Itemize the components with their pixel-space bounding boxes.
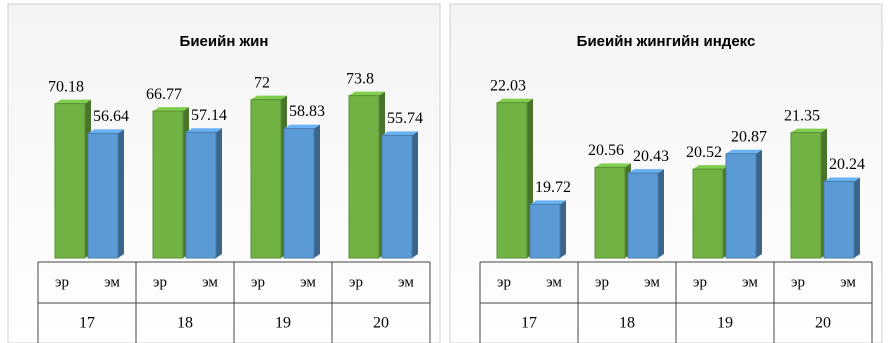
bar-side — [118, 129, 124, 258]
value-label: 22.03 — [490, 77, 526, 94]
category-label: эм — [398, 274, 414, 290]
bar — [283, 128, 315, 259]
bar-top — [726, 149, 762, 154]
bar-top — [693, 165, 729, 170]
bar — [185, 131, 217, 259]
value-label: 57.14 — [191, 107, 227, 124]
bar — [152, 110, 184, 259]
bar-side — [658, 169, 664, 258]
group-label: 20 — [815, 315, 831, 332]
group-label: 19 — [717, 315, 733, 332]
bar — [87, 132, 119, 259]
category-label: эр — [497, 274, 511, 290]
value-label: 20.52 — [686, 144, 722, 161]
value-label: 73.8 — [346, 70, 374, 87]
chart-title: Биеийн жингийн индекс — [577, 33, 756, 50]
bar-side — [756, 149, 762, 258]
value-label: 72 — [254, 74, 270, 91]
bar — [381, 134, 413, 259]
category-label: эм — [300, 274, 316, 290]
value-label: 20.24 — [829, 156, 865, 173]
bar-top — [382, 131, 418, 136]
bar — [725, 153, 757, 259]
bar-top — [251, 95, 287, 100]
category-label: эр — [55, 274, 69, 290]
value-label: 56.64 — [93, 108, 129, 125]
bar — [627, 172, 659, 259]
category-label: эр — [595, 274, 609, 290]
category-label: эм — [742, 274, 758, 290]
bar — [594, 166, 626, 259]
bar-side — [412, 131, 418, 258]
bar — [790, 132, 822, 259]
group-label: 17 — [521, 315, 537, 332]
value-label: 55.74 — [387, 110, 423, 127]
category-label: эм — [644, 274, 660, 290]
bar-top — [88, 129, 124, 134]
value-label: 66.77 — [146, 86, 182, 103]
category-label: эр — [153, 274, 167, 290]
category-label: эр — [349, 274, 363, 290]
bar-side — [216, 128, 222, 258]
bar-top — [153, 107, 189, 112]
bar-top — [186, 128, 222, 133]
value-label: 70.18 — [48, 78, 84, 95]
category-label: эм — [840, 274, 856, 290]
category-label: эр — [693, 274, 707, 290]
category-label: эм — [546, 274, 562, 290]
bar — [54, 103, 86, 259]
value-label: 20.56 — [588, 142, 624, 159]
value-label: 19.72 — [535, 179, 571, 196]
bar-side — [560, 200, 566, 258]
category-label: эр — [251, 274, 265, 290]
bar-top — [628, 169, 664, 174]
value-label: 20.87 — [731, 128, 767, 145]
bar-top — [824, 177, 860, 182]
group-label: 17 — [79, 315, 95, 332]
bar-top — [349, 91, 385, 96]
group-label: 19 — [275, 315, 291, 332]
group-label: 18 — [177, 315, 193, 332]
bar-top — [530, 200, 566, 205]
bar-top — [595, 163, 631, 168]
group-label: 20 — [373, 315, 389, 332]
bar — [348, 95, 380, 259]
bar — [250, 99, 282, 259]
bar — [692, 168, 724, 259]
bar-top — [55, 99, 91, 104]
bar-top — [497, 98, 533, 103]
bar — [823, 180, 855, 259]
bar — [529, 203, 561, 259]
category-label: эр — [791, 274, 805, 290]
chart-title: Биеийн жин — [180, 33, 269, 50]
bar — [496, 102, 528, 259]
bar-side — [314, 124, 320, 258]
category-label: эм — [202, 274, 218, 290]
value-label: 20.43 — [633, 148, 669, 165]
category-label: эм — [104, 274, 120, 290]
value-label: 58.83 — [289, 103, 325, 120]
bar-top — [284, 124, 320, 129]
value-label: 21.35 — [784, 107, 820, 124]
group-label: 18 — [619, 315, 635, 332]
bar-top — [791, 128, 827, 133]
bar-side — [854, 177, 860, 258]
